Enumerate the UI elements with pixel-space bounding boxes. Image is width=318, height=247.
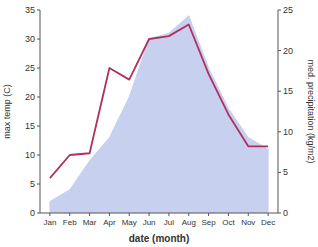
x-tick-label: May [122,218,137,227]
x-axis-label: date (month) [129,233,190,244]
x-tick-label: Dec [261,218,275,227]
y-tick [37,213,40,214]
x-tick [168,213,169,216]
y2-tick [278,50,281,51]
y-tick [37,68,40,69]
y2-tick [278,172,281,173]
y2-tick-label: 5 [283,167,288,177]
x-tick-label: Jun [143,218,156,227]
y-tick-label: 5 [30,179,35,189]
y-tick [37,126,40,127]
x-tick [129,213,130,216]
y-tick-label: 30 [25,34,35,44]
x-tick-label: Oct [222,218,235,227]
y2-tick [278,91,281,92]
y2-axis-label: med. precipitation (kg/m2) [306,59,316,163]
x-tick [248,213,249,216]
y2-tick-label: 15 [283,86,293,96]
y2-axis-line [278,10,279,213]
y2-tick-label: 20 [283,46,293,56]
x-tick [188,213,189,216]
y-tick-label: 15 [25,121,35,131]
y2-tick [278,131,281,132]
x-tick [268,213,269,216]
x-tick-label: Jul [164,218,174,227]
x-tick-label: Aug [182,218,196,227]
x-tick [149,213,150,216]
x-tick-label: Apr [103,218,116,227]
plot-area [50,16,268,213]
y-tick [37,10,40,11]
y2-tick-label: 25 [283,5,293,15]
x-axis-line [40,213,278,214]
x-tick-label: Jan [43,218,56,227]
y2-tick [278,213,281,214]
y-tick-label: 35 [25,5,35,15]
x-tick [228,213,229,216]
y-tick [37,97,40,98]
x-tick [69,213,70,216]
temperature-line [50,25,268,179]
y-axis-label: max temp (C) [2,84,12,139]
x-tick [208,213,209,216]
y-tick [37,184,40,185]
x-tick [109,213,110,216]
x-tick-label: Nov [241,218,255,227]
x-tick [89,213,90,216]
y-axis-line [40,10,41,213]
y-tick-label: 10 [25,150,35,160]
y2-tick-label: 10 [283,127,293,137]
y-tick-label: 0 [30,208,35,218]
precipitation-area [50,16,268,213]
y-tick-label: 25 [25,63,35,73]
x-tick [49,213,50,216]
y-tick [37,39,40,40]
y-tick [37,155,40,156]
y2-tick [278,10,281,11]
x-tick-label: Mar [83,218,97,227]
y-tick-label: 20 [25,92,35,102]
x-tick-label: Feb [63,218,77,227]
x-tick-label: Sep [201,218,216,227]
chart-container: 0 5 10 15 20 25 30 35 0 5 10 15 20 25 Jan Feb Mar Apr May J… [0,0,318,247]
y2-tick-label: 0 [283,208,288,218]
chart: 0 5 10 15 20 25 30 35 0 5 10 15 20 25 Jan Feb Mar Apr May J… [0,0,318,247]
